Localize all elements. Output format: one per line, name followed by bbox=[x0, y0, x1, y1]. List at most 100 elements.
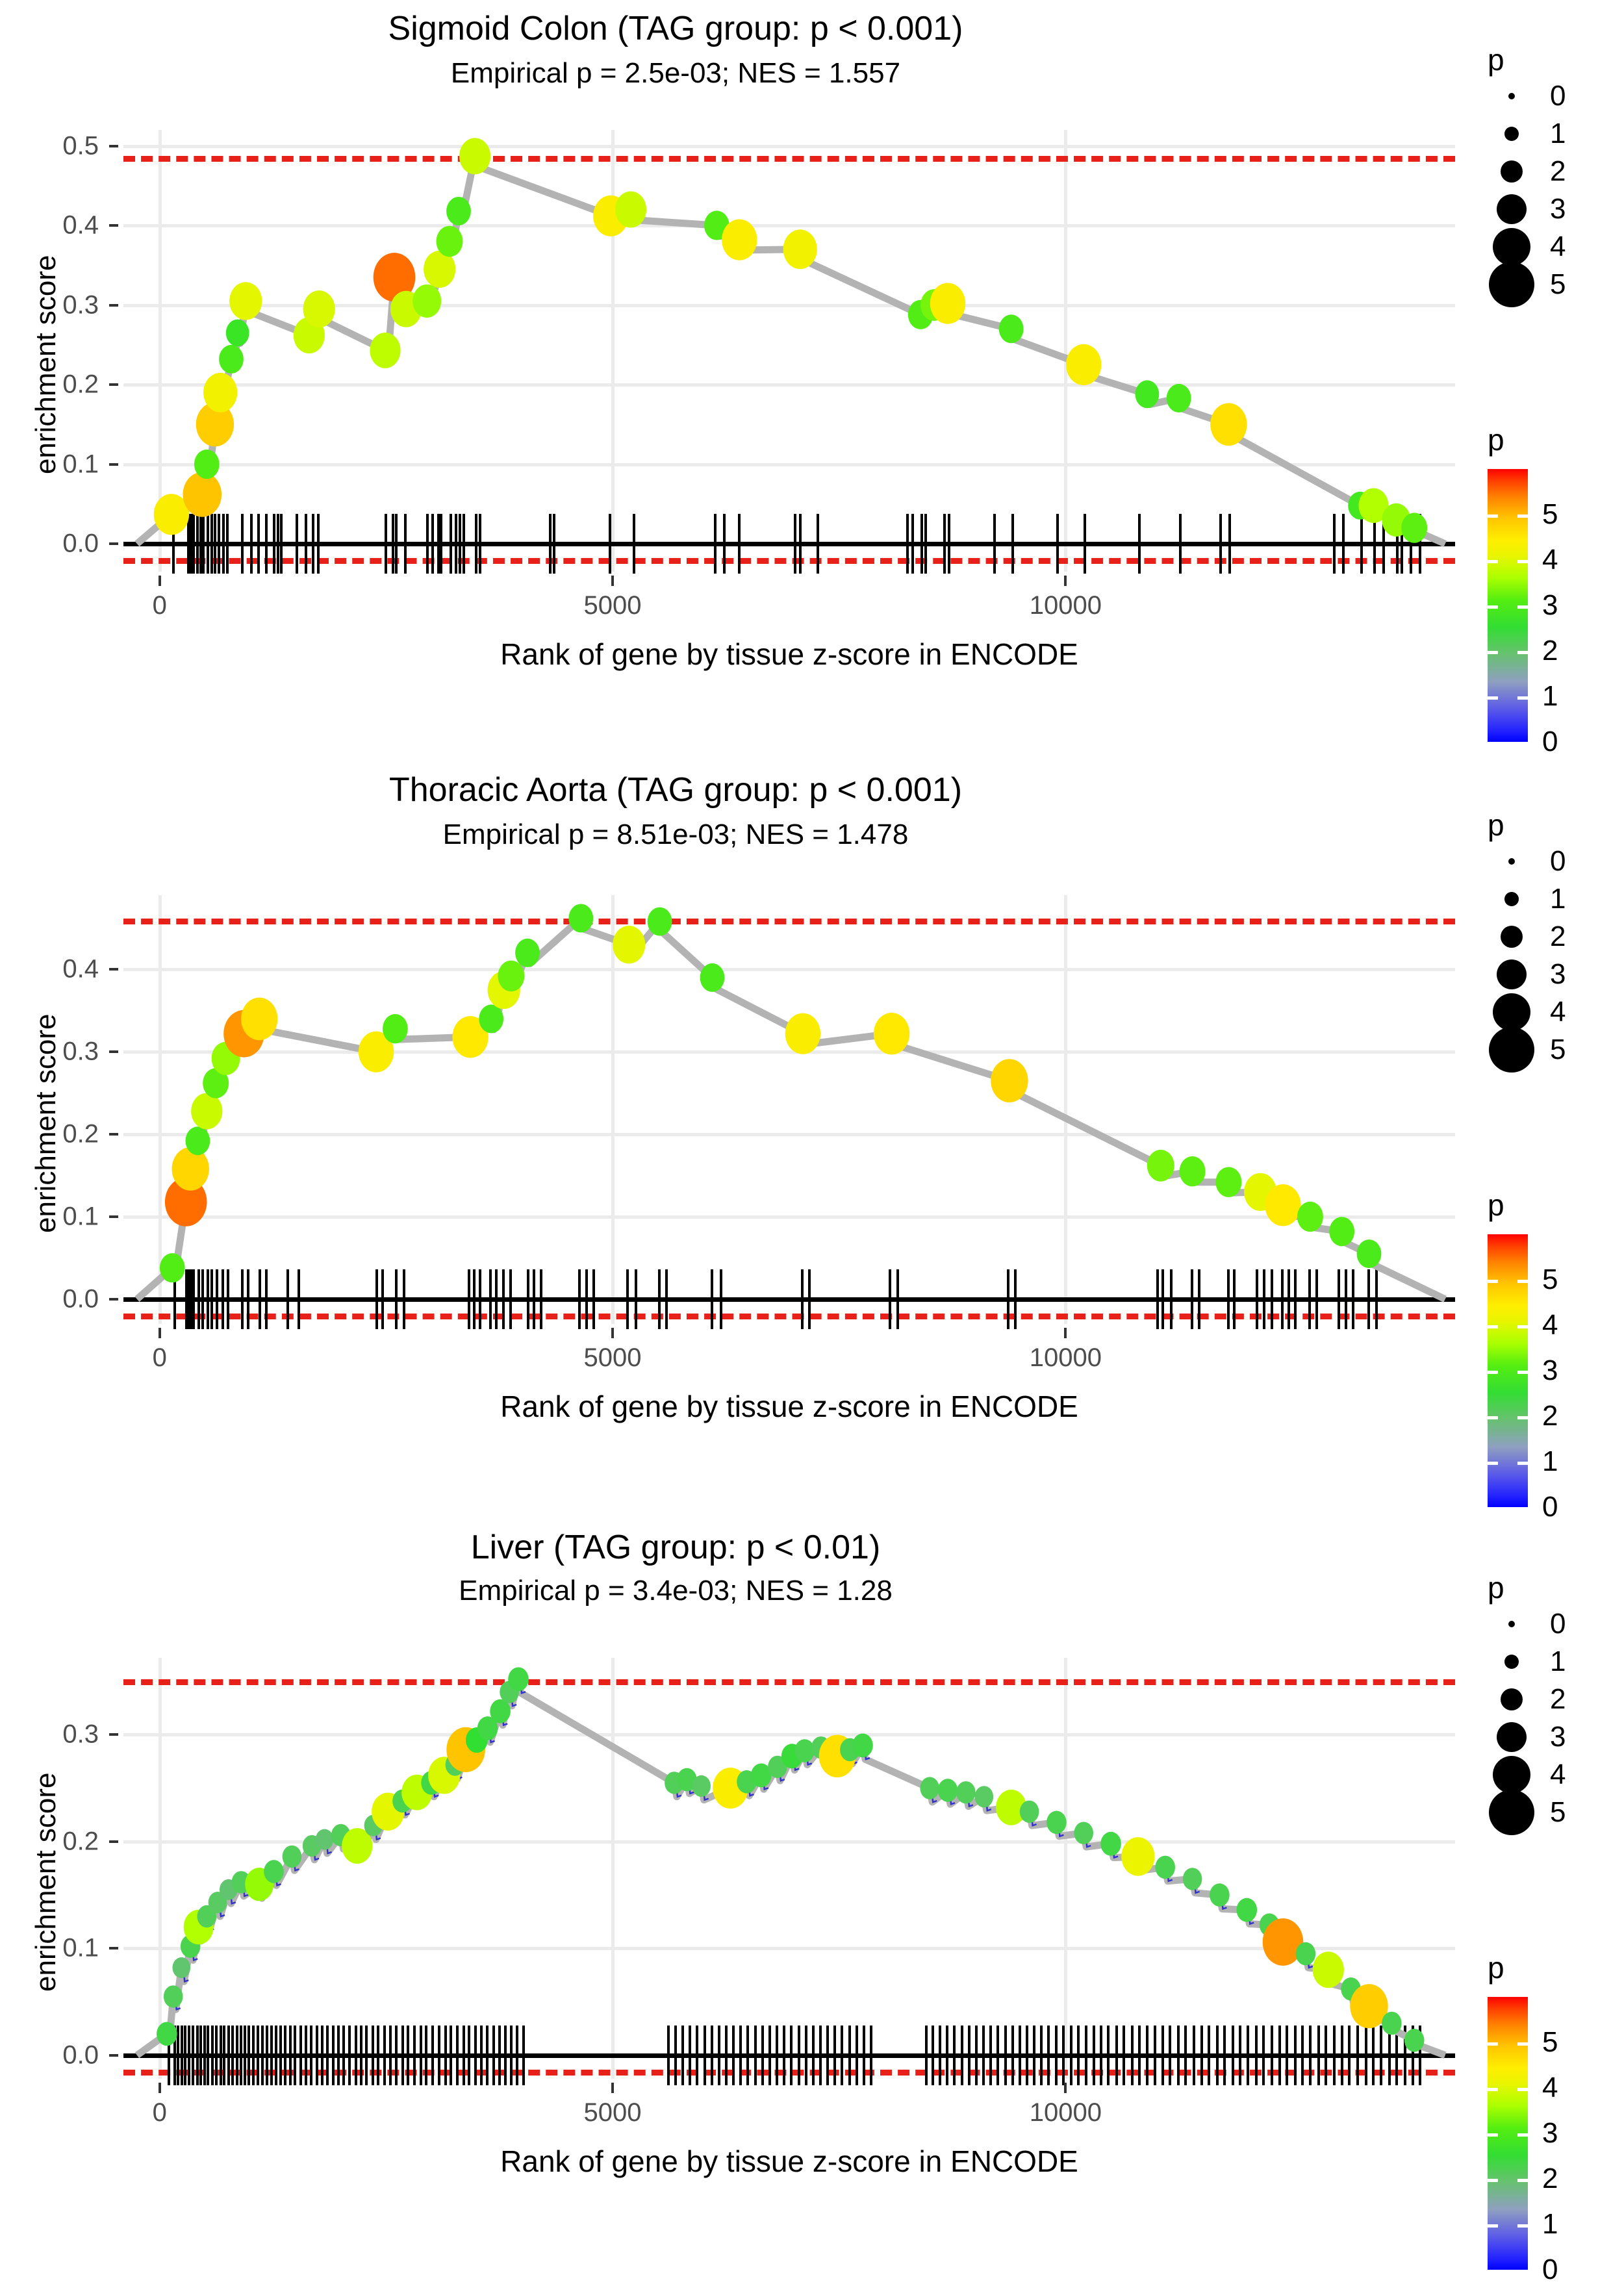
color-legend-tick bbox=[1517, 2042, 1528, 2046]
size-legend-item: 3 bbox=[1488, 1718, 1566, 1756]
rug-tick bbox=[609, 514, 612, 574]
color-legend-tick bbox=[1517, 1280, 1528, 1283]
gridline-vertical bbox=[158, 895, 162, 1324]
size-legend-dot-cell bbox=[1488, 1027, 1536, 1073]
zero-dashed-line bbox=[123, 1313, 1455, 1319]
size-legend-item: 2 bbox=[1488, 153, 1566, 190]
rug-tick bbox=[710, 1269, 713, 1329]
rug-tick bbox=[1061, 2025, 1065, 2085]
rug-tick bbox=[186, 1269, 190, 1329]
rug-tick bbox=[925, 2025, 928, 2085]
y-axis-tick-mark bbox=[109, 542, 118, 546]
gridline-horizontal bbox=[123, 1947, 1455, 1951]
rug-tick bbox=[235, 2025, 238, 2085]
size-legend-dot bbox=[1501, 926, 1523, 948]
size-legend-label: 3 bbox=[1550, 1721, 1566, 1753]
y-axis-title: enrichment score bbox=[30, 1772, 62, 1992]
rug-tick bbox=[1192, 2025, 1195, 2085]
rug-tick bbox=[1375, 1269, 1378, 1329]
enrichment-point bbox=[1236, 1898, 1258, 1922]
rug-tick bbox=[391, 514, 394, 574]
rug-tick bbox=[1293, 1269, 1297, 1329]
enrichment-point bbox=[164, 1177, 207, 1226]
rug-tick bbox=[1308, 1269, 1312, 1329]
enrichment-point bbox=[1358, 488, 1389, 524]
plot-area-3 bbox=[123, 1658, 1455, 2085]
color-legend-tick bbox=[1517, 605, 1528, 609]
rug-tick bbox=[1176, 2025, 1180, 2085]
enrichment-point bbox=[424, 250, 456, 288]
rug-tick bbox=[1093, 2025, 1096, 2085]
rug-tick bbox=[797, 2025, 800, 2085]
enrichment-point bbox=[358, 1031, 394, 1073]
y-axis-tick-mark bbox=[109, 383, 118, 387]
y-axis-tick-mark bbox=[109, 1133, 118, 1136]
color-legend-tick bbox=[1488, 2224, 1498, 2228]
rug-tick bbox=[1025, 2025, 1028, 2085]
rug-tick bbox=[768, 2025, 771, 2085]
rug-tick bbox=[989, 2025, 993, 2085]
rug-tick bbox=[674, 2025, 677, 2085]
rug-tick bbox=[372, 2025, 375, 2085]
enrichment-point bbox=[315, 1829, 334, 1850]
rug-tick bbox=[816, 514, 819, 574]
rug-tick bbox=[1223, 2025, 1226, 2085]
rug-tick bbox=[939, 2025, 942, 2085]
rug-tick bbox=[1084, 2025, 1087, 2085]
rug-tick bbox=[1388, 2025, 1391, 2085]
rug-tick bbox=[993, 514, 996, 574]
color-legend-tick bbox=[1488, 560, 1498, 563]
rug-tick bbox=[413, 2025, 416, 2085]
rug-tick bbox=[696, 2025, 699, 2085]
rug-tick bbox=[1341, 514, 1345, 574]
rug-tick bbox=[407, 2025, 410, 2085]
rug-tick bbox=[1219, 514, 1223, 574]
x-axis-tick-mark bbox=[611, 2083, 615, 2093]
color-legend-tick bbox=[1517, 1325, 1528, 1328]
rug-tick bbox=[425, 514, 429, 574]
enrichment-point bbox=[196, 402, 235, 447]
rug-tick bbox=[1084, 514, 1087, 574]
color-legend-tick bbox=[1488, 1280, 1498, 1283]
rug-tick bbox=[196, 2025, 199, 2085]
rug-tick bbox=[450, 514, 453, 574]
rug-tick bbox=[1395, 2025, 1398, 2085]
color-legend-tick bbox=[1488, 1462, 1498, 1465]
rug-tick bbox=[337, 2025, 340, 2085]
enrichment-point bbox=[1356, 1239, 1382, 1269]
y-axis-title: enrichment score bbox=[30, 255, 62, 474]
size-legend-dot bbox=[1497, 959, 1527, 989]
size-legend-label: 2 bbox=[1550, 1683, 1566, 1715]
size-legend-item: 0 bbox=[1488, 77, 1566, 115]
rug-tick bbox=[221, 1269, 224, 1329]
gridline-horizontal bbox=[123, 303, 1455, 307]
x-axis-tick-label: 5000 bbox=[583, 591, 642, 620]
color-legend-tick bbox=[1517, 560, 1528, 563]
enrichment-point bbox=[873, 1013, 910, 1055]
size-legend-dot-cell bbox=[1488, 1790, 1536, 1835]
enrichment-point bbox=[1100, 1831, 1121, 1856]
size-legend-item: 5 bbox=[1488, 1027, 1566, 1073]
enrichment-point bbox=[172, 1957, 191, 1978]
rug-tick bbox=[425, 2025, 428, 2085]
gridline-horizontal bbox=[123, 1215, 1455, 1219]
rug-tick bbox=[354, 2025, 357, 2085]
color-legend-bar: 5 4 3 2 1 0 bbox=[1488, 1997, 1558, 2285]
size-legend-label: 1 bbox=[1550, 1645, 1566, 1677]
rug-tick bbox=[790, 2025, 793, 2085]
enrichment-point bbox=[373, 253, 416, 302]
rug-tick bbox=[283, 2025, 286, 2085]
size-legend-title: p bbox=[1488, 43, 1504, 77]
rug-tick bbox=[489, 1269, 492, 1329]
rug-tick bbox=[1169, 1269, 1173, 1329]
rug-tick bbox=[1161, 1269, 1165, 1329]
color-legend-tick bbox=[1517, 651, 1528, 654]
enrichment-point bbox=[568, 904, 594, 933]
rug-tick bbox=[761, 2025, 764, 2085]
rug-tick bbox=[1382, 514, 1386, 574]
enrichment-point bbox=[1295, 1942, 1316, 1966]
enrichment-point bbox=[1047, 1810, 1067, 1835]
gridline-horizontal bbox=[123, 968, 1455, 972]
rug-tick bbox=[276, 514, 279, 574]
